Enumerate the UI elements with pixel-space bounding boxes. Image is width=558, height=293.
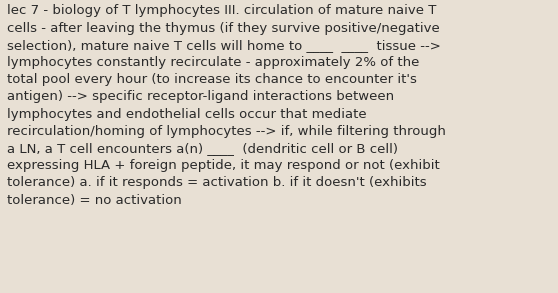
Text: lec 7 - biology of T lymphocytes III. circulation of mature naive T
cells - afte: lec 7 - biology of T lymphocytes III. ci…: [7, 4, 446, 207]
